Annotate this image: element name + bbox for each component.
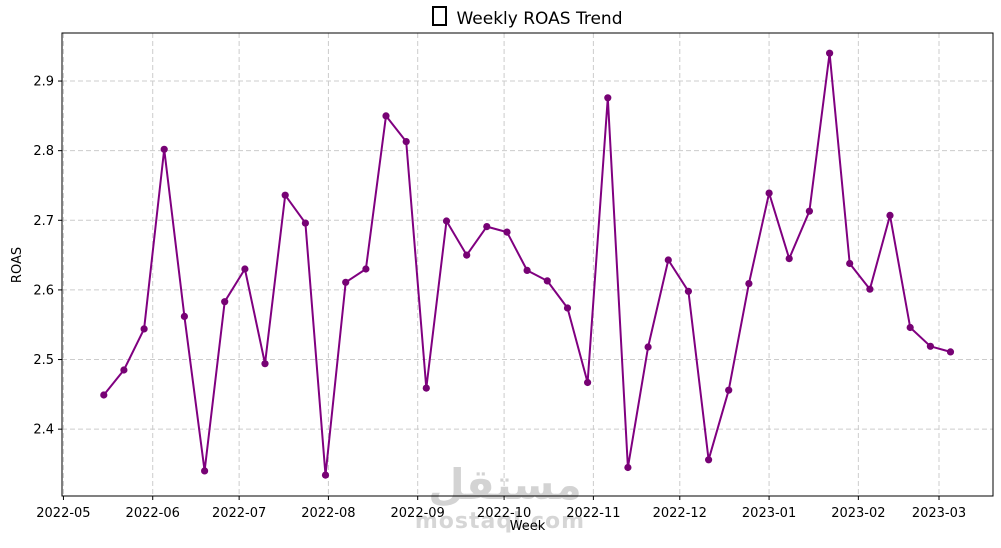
x-tick-label: 2022-11 — [566, 506, 620, 521]
data-point-marker — [503, 228, 511, 236]
data-point-marker — [261, 360, 269, 368]
data-point-marker — [362, 265, 370, 273]
x-axis-label: Week — [509, 519, 546, 534]
data-point-marker — [886, 211, 894, 219]
data-point-marker — [321, 471, 330, 479]
data-point-marker — [785, 255, 793, 263]
data-point-marker — [826, 49, 834, 57]
data-point-marker — [946, 348, 955, 356]
data-point-marker — [422, 384, 430, 392]
data-point-marker — [342, 278, 350, 286]
data-point-marker — [644, 343, 652, 351]
x-tick-label: 2022-05 — [36, 506, 90, 521]
data-point-marker — [604, 94, 612, 102]
data-point-marker — [664, 256, 672, 264]
x-tick-label: 2023-02 — [831, 506, 885, 521]
axes-spines — [61, 32, 994, 497]
data-point-marker — [624, 463, 632, 472]
roas-trend-line — [102, 52, 952, 477]
x-tick-label: 2022-10 — [477, 506, 531, 521]
data-point-marker — [765, 189, 773, 197]
data-point-marker — [563, 304, 572, 312]
y-tick-label: 2.4 — [33, 423, 54, 438]
data-point-marker — [463, 251, 471, 259]
data-point-marker — [241, 265, 249, 273]
data-point-marker — [402, 138, 410, 146]
data-point-marker — [221, 298, 229, 306]
chart-title: Weekly ROAS Trend — [62, 6, 993, 29]
y-tick-label: 2.9 — [33, 75, 54, 90]
data-point-marker — [442, 217, 451, 225]
data-point-marker — [745, 280, 753, 288]
x-tick-label: 2022-12 — [653, 506, 707, 521]
data-point-marker — [120, 366, 128, 374]
missing-emoji-glyph-icon — [432, 6, 448, 26]
data-point-marker — [584, 378, 592, 387]
y-axis-label: ROAS — [10, 246, 25, 284]
data-point-marker — [301, 219, 309, 227]
y-tick-label: 2.5 — [33, 353, 54, 368]
y-tick-label: 2.8 — [33, 144, 54, 159]
data-point-marker — [846, 259, 854, 268]
data-point-marker — [866, 285, 874, 293]
y-tick-label: 2.7 — [33, 214, 54, 229]
y-tick-label: 2.6 — [33, 283, 54, 298]
data-point-marker — [523, 266, 531, 274]
data-point-marker — [201, 467, 209, 475]
x-tick-label: 2023-03 — [912, 506, 966, 521]
data-point-marker — [140, 325, 148, 333]
data-point-marker — [705, 456, 713, 464]
data-point-marker — [382, 112, 390, 120]
x-tick-label: 2022-06 — [126, 506, 180, 521]
x-tick-label: 2023-01 — [742, 506, 796, 521]
data-point-marker — [483, 223, 491, 231]
data-point-marker — [543, 277, 551, 285]
data-point-marker — [160, 145, 168, 153]
data-point-marker — [281, 191, 289, 199]
data-point-marker — [100, 391, 108, 399]
x-tick-label: 2022-09 — [391, 506, 445, 521]
chart-title-text: Weekly ROAS Trend — [456, 9, 623, 29]
data-point-marker — [180, 312, 188, 320]
data-point-marker — [725, 386, 733, 394]
x-tick-label: 2022-07 — [212, 506, 266, 521]
x-tick-label: 2022-08 — [301, 506, 355, 521]
data-point-marker — [805, 207, 814, 215]
data-point-marker — [926, 342, 935, 350]
data-point-marker — [684, 287, 693, 295]
data-point-marker — [906, 323, 914, 332]
